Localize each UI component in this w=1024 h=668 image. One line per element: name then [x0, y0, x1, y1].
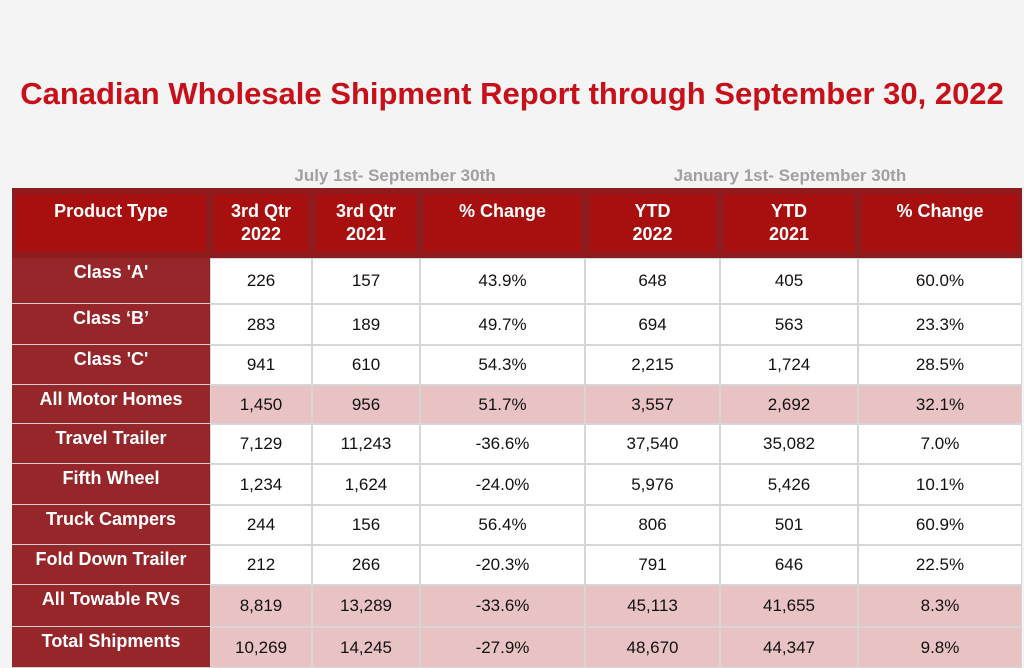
table-cell: 1,450 [210, 385, 312, 424]
header-label: 3rd Qtr 2021 [316, 194, 416, 252]
table-cell: 694 [585, 304, 720, 345]
row-label: All Towable RVs [12, 585, 210, 627]
group-header: January 1st- September 30th [673, 166, 907, 185]
row-label: Fold Down Trailer [12, 545, 210, 585]
header-label: YTD 2021 [724, 194, 854, 252]
table-cell: 1,724 [720, 345, 858, 385]
header-label: % Change [862, 194, 1018, 252]
table-cell: -33.6% [420, 585, 585, 627]
table-cell: 28.5% [858, 345, 1022, 385]
row-label: Class 'A' [12, 258, 210, 304]
table-cell: 806 [585, 505, 720, 545]
table-cell: 7,129 [210, 424, 312, 464]
table-cell: 791 [585, 545, 720, 585]
table-cell: 244 [210, 505, 312, 545]
table-cell: -27.9% [420, 627, 585, 668]
report-title: Canadian Wholesale Shipment Report throu… [20, 76, 1004, 111]
table-cell: 32.1% [858, 385, 1022, 424]
table-cell: -36.6% [420, 424, 585, 464]
header-cell: % Change [858, 188, 1022, 258]
table-cell: 51.7% [420, 385, 585, 424]
row-label: All Motor Homes [12, 385, 210, 424]
table-cell: 157 [312, 258, 420, 304]
table-cell: 54.3% [420, 345, 585, 385]
table-cell: 45,113 [585, 585, 720, 627]
table-cell: 156 [312, 505, 420, 545]
header-cell: 3rd Qtr 2021 [312, 188, 420, 258]
row-label: Total Shipments [12, 627, 210, 668]
table-cell: 2,215 [585, 345, 720, 385]
table-cell: 646 [720, 545, 858, 585]
table-cell: 14,245 [312, 627, 420, 668]
table-cell: 648 [585, 258, 720, 304]
table-cell: 189 [312, 304, 420, 345]
header-cell: Product Type [12, 188, 210, 258]
table-cell: 8.3% [858, 585, 1022, 627]
table-cell: 60.9% [858, 505, 1022, 545]
table-cell: 501 [720, 505, 858, 545]
table-cell: 283 [210, 304, 312, 345]
table-cell: 1,234 [210, 464, 312, 505]
row-label: Class ‘B’ [12, 304, 210, 345]
table-cell: 5,976 [585, 464, 720, 505]
table-cell: 8,819 [210, 585, 312, 627]
table-cell: 5,426 [720, 464, 858, 505]
row-label: Fifth Wheel [12, 464, 210, 505]
header-label: Product Type [16, 194, 206, 252]
table-cell: -20.3% [420, 545, 585, 585]
header-label: 3rd Qtr 2022 [214, 194, 308, 252]
table-cell: 266 [312, 545, 420, 585]
group-header: July 1st- September 30th [294, 166, 496, 185]
table-cell: 10.1% [858, 464, 1022, 505]
table-cell: 11,243 [312, 424, 420, 464]
table-cell: 610 [312, 345, 420, 385]
table-cell: -24.0% [420, 464, 585, 505]
table-cell: 10,269 [210, 627, 312, 668]
row-label: Travel Trailer [12, 424, 210, 464]
table-cell: 22.5% [858, 545, 1022, 585]
table-cell: 563 [720, 304, 858, 345]
header-label: YTD 2022 [589, 194, 716, 252]
table-cell: 1,624 [312, 464, 420, 505]
row-label: Class 'C' [12, 345, 210, 385]
header-cell: YTD 2021 [720, 188, 858, 258]
table-cell: 226 [210, 258, 312, 304]
table-cell: 23.3% [858, 304, 1022, 345]
table-cell: 60.0% [858, 258, 1022, 304]
table-cell: 941 [210, 345, 312, 385]
table-cell: 41,655 [720, 585, 858, 627]
header-cell: 3rd Qtr 2022 [210, 188, 312, 258]
table-cell: 35,082 [720, 424, 858, 464]
table-cell: 405 [720, 258, 858, 304]
table-cell: 43.9% [420, 258, 585, 304]
table-cell: 48,670 [585, 627, 720, 668]
header-cell: YTD 2022 [585, 188, 720, 258]
row-label: Truck Campers [12, 505, 210, 545]
table-cell: 212 [210, 545, 312, 585]
header-cell: % Change [420, 188, 585, 258]
table-cell: 9.8% [858, 627, 1022, 668]
table-cell: 49.7% [420, 304, 585, 345]
table-cell: 956 [312, 385, 420, 424]
table-cell: 2,692 [720, 385, 858, 424]
table-cell: 37,540 [585, 424, 720, 464]
table-cell: 3,557 [585, 385, 720, 424]
header-label: % Change [424, 194, 581, 252]
table-cell: 7.0% [858, 424, 1022, 464]
table-cell: 56.4% [420, 505, 585, 545]
table-cell: 13,289 [312, 585, 420, 627]
table-cell: 44,347 [720, 627, 858, 668]
